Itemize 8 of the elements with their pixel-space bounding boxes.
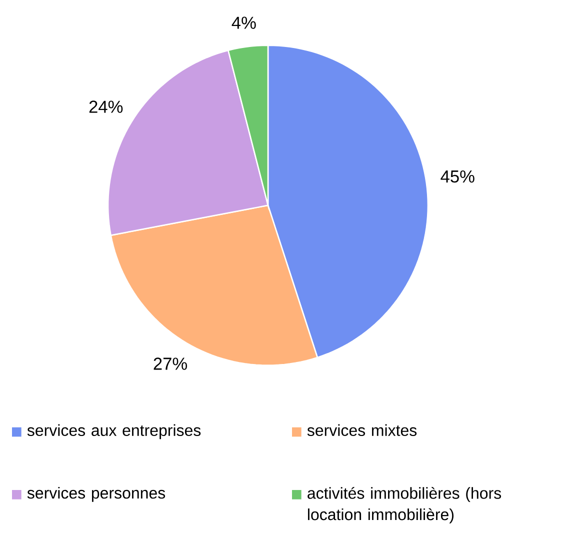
legend-label: services mixtes: [307, 424, 417, 436]
data-label: 4%: [232, 16, 256, 29]
legend-label: activités immobilières (hors location immobilière): [308, 486, 502, 524]
data-label: 27%: [154, 358, 188, 370]
data-label: 45%: [440, 170, 474, 183]
data-label: 24%: [89, 100, 123, 113]
legend-label: services aux entreprises: [27, 424, 201, 440]
legend-label: services personnes: [27, 486, 166, 502]
